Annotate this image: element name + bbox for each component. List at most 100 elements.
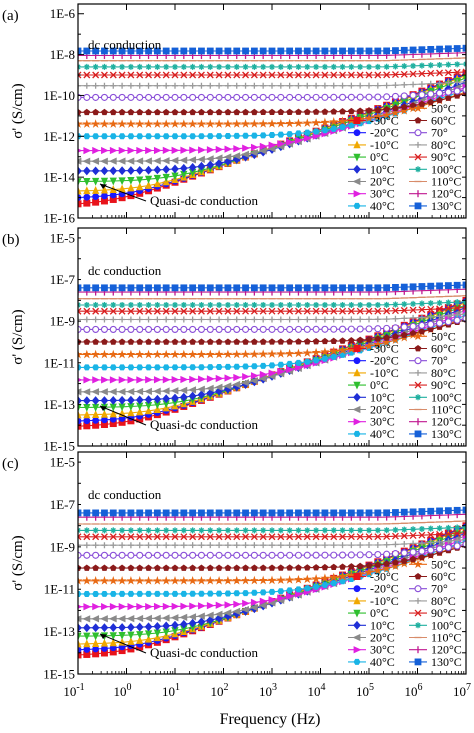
data-point (410, 314, 417, 321)
data-point (321, 355, 329, 362)
data-point (295, 542, 302, 549)
data-point (233, 590, 241, 597)
data-point (321, 47, 329, 55)
data-point (101, 416, 108, 424)
data-point (436, 69, 444, 77)
data-point (356, 562, 364, 569)
data-point (136, 176, 144, 185)
data-point (153, 325, 161, 333)
data-point (418, 540, 425, 547)
data-point (135, 576, 145, 585)
data-point (233, 71, 241, 79)
data-point (233, 325, 241, 333)
data-point (78, 166, 82, 176)
legend-label: 30°C (370, 415, 395, 429)
y-tick-label: 1E-9 (50, 314, 75, 329)
data-point (101, 603, 109, 611)
data-point (108, 119, 118, 128)
data-point (383, 71, 391, 79)
data-point (374, 325, 382, 333)
data-point (136, 108, 144, 116)
data-point (286, 108, 293, 115)
data-point (294, 551, 303, 559)
data-point (153, 174, 161, 183)
panel-label: (b) (2, 232, 20, 248)
data-point (223, 575, 233, 585)
data-point (91, 119, 101, 128)
data-point (286, 338, 293, 345)
data-point (436, 313, 443, 320)
data-point (216, 301, 223, 308)
legend-marker (353, 368, 361, 377)
data-point (242, 132, 250, 139)
data-point (153, 146, 162, 155)
data-point (172, 301, 178, 308)
data-point (206, 338, 214, 345)
data-point (347, 47, 355, 55)
data-point (91, 623, 100, 633)
legend-label: 90°C (431, 606, 456, 620)
x-tick-label: 106 (405, 682, 423, 699)
data-point (109, 603, 118, 611)
data-point (109, 590, 117, 597)
data-point (145, 108, 152, 116)
data-point (444, 507, 452, 515)
data-point (180, 375, 189, 384)
legend-label: 60°C (431, 570, 456, 584)
data-point (258, 147, 267, 155)
data-point (383, 560, 390, 567)
data-point (207, 316, 214, 323)
data-point (400, 306, 408, 314)
data-point (462, 314, 466, 323)
data-point (224, 564, 232, 571)
data-point (427, 90, 435, 98)
data-point (401, 81, 408, 88)
data-point (145, 63, 152, 70)
data-point (189, 338, 196, 345)
data-point (269, 82, 275, 89)
legend-label: 100°C (431, 390, 462, 404)
data-point (330, 563, 338, 571)
data-point (109, 564, 117, 571)
data-point (339, 337, 346, 344)
data-point (172, 316, 178, 323)
data-point (78, 307, 82, 315)
data-point (92, 325, 100, 333)
data-point (321, 563, 329, 571)
data-point (321, 108, 329, 115)
data-point (427, 539, 434, 546)
data-point (145, 301, 152, 308)
data-point (179, 349, 189, 359)
data-point (83, 533, 91, 541)
data-point (170, 156, 179, 165)
data-point (198, 301, 205, 308)
data-point (78, 388, 82, 396)
data-point (304, 527, 311, 534)
data-point (251, 527, 258, 534)
data-point (215, 284, 223, 292)
data-point (383, 63, 390, 70)
data-point (418, 70, 426, 78)
data-point (233, 284, 241, 292)
data-point (286, 131, 294, 138)
data-point (357, 316, 364, 323)
data-point (118, 146, 127, 155)
data-point (462, 86, 466, 94)
data-point (171, 307, 179, 315)
data-point (100, 364, 108, 371)
data-point (188, 391, 197, 401)
data-point (427, 325, 435, 333)
data-point (454, 79, 461, 86)
data-point (259, 589, 267, 596)
data-point (303, 134, 312, 142)
data-point (144, 175, 153, 184)
annotation-dc: dc conduction (88, 37, 162, 52)
data-point (189, 307, 197, 315)
data-point (374, 533, 382, 541)
data-point (259, 307, 267, 315)
y-tick-label: 1E-5 (50, 230, 75, 245)
data-point (180, 71, 188, 79)
legend-marker (353, 573, 361, 580)
data-point (154, 301, 161, 308)
data-point (153, 590, 161, 597)
